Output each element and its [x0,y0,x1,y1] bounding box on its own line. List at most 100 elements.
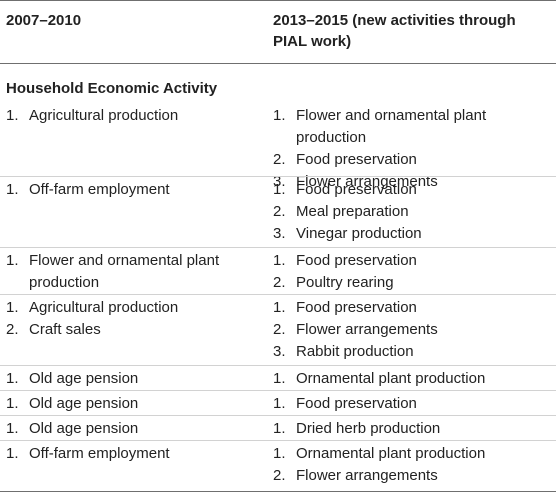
list-item-text: Off-farm employment [29,181,170,198]
table-body: 1. Agricultural production 1. Flower and or… [0,103,556,488]
list-item-text: Vinegar production [296,225,422,242]
list-item-text: Dried herb production [296,420,441,437]
list-item: 1. Flower and ornamental plant production [6,250,226,294]
list-item: 2. Food preservation [273,149,556,171]
list-item-text: Ornamental plant production [296,370,486,387]
cell-2013-2015: 1. Food preservation 2. Poultry rearing [273,250,556,294]
cell-2007-2010: 1. Old age pension [6,393,226,415]
table-row: 1. Flower and ornamental plant production… [0,247,556,294]
table-row: 1. Off-farm employment 1. Food preservation… [0,176,556,247]
cell-2007-2010: 1. Old age pension [6,368,226,390]
list-item: 2. Poultry rearing [273,272,556,294]
list-item-text: Food preservation [296,252,417,269]
list-item-number: 1. [6,252,19,269]
table-bottom-rule [0,491,556,492]
cell-2007-2010: 1. Agricultural production 2. Craft sales [6,297,226,341]
list-item-number: 1. [6,299,19,316]
list-item: 1. Old age pension [6,368,226,390]
list-item-number: 2. [273,321,286,338]
cell-2013-2015: 1. Food preservation 2. Flower arrangements… [273,297,556,363]
table-row: 1. Agricultural production 2. Craft sales 1.… [0,294,556,365]
cell-2013-2015: 1. Food preservation [273,393,556,415]
list-item-number: 1. [6,181,19,198]
list-item: 3. Vinegar production [273,223,556,245]
cell-2007-2010: 1. Old age pension [6,418,226,440]
list-item: 3. Flower arrangements [273,171,556,193]
list-item-number: 2. [6,321,19,338]
list-item: 2. Craft sales [6,319,226,341]
list-item-text: Flower arrangements [296,321,438,338]
list-item: 1. Food preservation [273,297,556,319]
header-bottom-rule [0,63,556,64]
list-item-text: Flower and ornamental plant production [296,107,487,146]
list-item-number: 1. [6,370,19,387]
list-item-text: Ornamental plant production [296,445,486,462]
list-item-number: 1. [6,445,19,462]
list-item: 2. Flower arrangements [273,465,556,487]
section-label: Household Economic Activity [6,80,218,97]
table-row: 1. Old age pension 1. Food preservation [0,390,556,415]
list-item-text: Craft sales [29,321,101,338]
list-item-text: Old age pension [29,370,139,387]
cell-2013-2015: 1. Ornamental plant production 2. Flower ar… [273,443,556,487]
list-item-text: Meal preparation [296,203,409,220]
list-item: 1. Agricultural production [6,105,226,127]
list-item-text: Food preservation [296,151,417,168]
list-item-number: 1. [273,395,286,412]
list-item-number: 2. [273,467,286,484]
list-item-number: 3. [273,225,286,242]
list-item-text: Food preservation [296,181,417,198]
list-item-text: Agricultural production [29,299,179,316]
list-item-text: Food preservation [296,299,417,316]
list-item-text: Rabbit production [296,343,414,360]
list-item-text: Agricultural production [29,107,179,124]
list-item-number: 1. [6,395,19,412]
cell-2007-2010: 1. Off-farm employment [6,443,226,465]
list-item: 1. Ornamental plant production [273,368,556,390]
list-item: 1. Food preservation [273,393,556,415]
table-row: 1. Off-farm employment 1. Ornamental plant … [0,440,556,488]
list-item-number: 1. [6,420,19,437]
list-item: 1. Ornamental plant production [273,443,556,465]
list-item-number: 3. [273,343,286,360]
list-item-number: 1. [273,107,286,124]
list-item: 1. Flower and ornamental plant production [273,105,556,149]
list-item: 1. Food preservation [273,250,556,272]
list-item-number: 1. [273,299,286,316]
list-item-number: 1. [273,445,286,462]
table-row: 1. Agricultural production 1. Flower and or… [0,103,556,190]
header-col-2013-2015: 2013–2015 (new activities through PIAL w… [273,12,516,50]
list-item: 1. Old age pension [6,418,226,440]
list-item: 1. Dried herb production [273,418,556,440]
list-item-text: Flower arrangements [296,173,438,190]
list-item: 1. Old age pension [6,393,226,415]
list-item-number: 2. [273,274,286,291]
list-item: 1. Food preservation [273,179,556,201]
table-top-rule [0,0,556,1]
list-item-number: 2. [273,151,286,168]
cell-2007-2010: 1. Off-farm employment [6,179,226,201]
list-item-number: 1. [273,181,286,198]
list-item: 3. Rabbit production [273,341,556,363]
list-item-text: Off-farm employment [29,445,170,462]
cell-2013-2015: 1. Food preservation 2. Meal preparation 3. V… [273,179,556,245]
list-item-text: Flower and ornamental plant production [29,252,220,291]
list-item-text: Old age pension [29,395,139,412]
list-item-number: 1. [273,370,286,387]
list-item-text: Flower arrangements [296,467,438,484]
cell-2007-2010: 1. Agricultural production [6,105,226,127]
cell-2013-2015: 1. Ornamental plant production [273,368,556,390]
list-item: 1. Off-farm employment [6,179,226,201]
cell-2013-2015: 1. Flower and ornamental plant production… [273,105,556,193]
list-item-number: 1. [273,252,286,269]
list-item-number: 3. [273,173,286,190]
list-item-number: 2. [273,203,286,220]
list-item-text: Poultry rearing [296,274,394,291]
cell-2013-2015: 1. Dried herb production [273,418,556,440]
list-item: 2. Flower arrangements [273,319,556,341]
list-item-number: 1. [273,420,286,437]
table-row: 1. Old age pension 1. Dried herb production [0,415,556,440]
table-row: 1. Old age pension 1. Ornamental plant prod… [0,365,556,390]
header-col-2007-2010: 2007–2010 [6,12,82,29]
